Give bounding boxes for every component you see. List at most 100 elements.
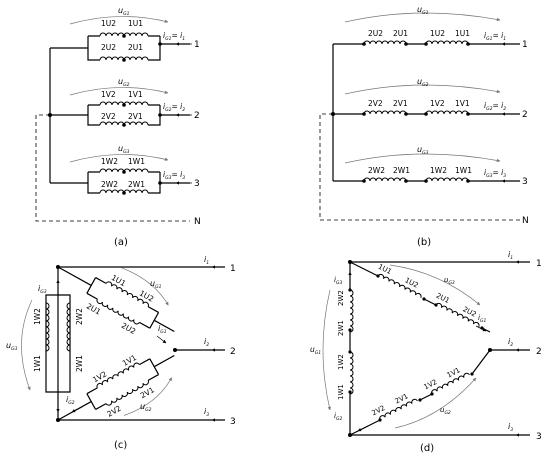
current-label: iG2= i2	[163, 102, 185, 113]
inductor-coil	[123, 56, 149, 61]
winding-label: 1V1	[121, 353, 138, 368]
inductor-coil	[349, 351, 354, 395]
winding-label: 1V2	[430, 99, 445, 108]
junction-dot	[158, 42, 162, 46]
phase-current-label: iG2	[334, 412, 342, 422]
voltage-arrow	[123, 377, 172, 416]
junction-dot	[376, 274, 380, 278]
winding-label: 1W2	[33, 308, 42, 325]
phase-current-arrow	[156, 335, 167, 344]
junction-dot	[378, 418, 382, 422]
panel-b: uG1 2U2 2U1 1U2 1U1 iG1= i1 1 uG2 2V2 2V…	[319, 5, 529, 248]
junction-dot	[348, 328, 352, 332]
junction-dot	[158, 181, 162, 185]
junction-dot	[122, 191, 126, 195]
winding-label: 1U2	[138, 288, 156, 303]
current-label: iG2= i2	[484, 101, 506, 112]
voltage-arrow	[322, 289, 331, 411]
terminal-label: 3	[522, 177, 528, 187]
terminal-label: 1	[230, 264, 236, 274]
phase-current-label: iG3	[334, 276, 342, 286]
inductor-coil	[99, 168, 125, 173]
winding-label: 2V2	[101, 112, 116, 121]
voltage-label: uG2	[440, 406, 451, 416]
panel-a: uG1 1U2 1U1 2U2 2U1 iG1= i1 1 uG2 1V2 1V…	[35, 6, 201, 248]
winding-label: 2V2	[106, 404, 123, 419]
inductor-coil	[99, 121, 125, 126]
panel-a-phase-2: uG2 1V2 1V1 2V2 2V1 iG2= i2 2	[50, 77, 200, 127]
winding-label: 2W2	[75, 308, 84, 325]
winding-wires	[87, 171, 190, 194]
panel-d-caption: (d)	[420, 443, 434, 454]
winding-label: 2W1	[337, 320, 345, 336]
winding-wires	[87, 104, 190, 126]
panel-b-phase-2: uG2 2V2 2V1 1V2 1V1 iG2= i2 2	[333, 77, 528, 120]
winding-label: 1V1	[455, 99, 470, 108]
junction-dot	[404, 42, 408, 46]
node-dot	[488, 348, 492, 352]
current-label: iG3= i3	[484, 168, 506, 179]
current-label: iG1= i1	[163, 31, 185, 42]
winding-label: 2U1	[393, 29, 408, 38]
inductor-coil	[66, 302, 71, 352]
junction-dot	[122, 103, 126, 107]
inductor-coil	[105, 380, 149, 406]
node-dot	[348, 433, 352, 437]
junction-dot	[418, 398, 422, 402]
panel-a-phase-1: uG1 1U2 1U1 2U2 2U1 iG1= i1 1	[50, 6, 200, 62]
winding-label: 1U2	[101, 19, 116, 28]
junction-dot	[404, 179, 408, 183]
voltage-label: uG3	[6, 341, 18, 352]
junction-dot	[122, 123, 126, 127]
panel-a-caption: (a)	[114, 237, 128, 248]
winding-label: 2U2	[368, 29, 383, 38]
line-current-label: i2	[508, 337, 513, 348]
junction-dot	[362, 179, 366, 183]
terminal-label: 2	[522, 110, 528, 120]
inductor-coil	[123, 189, 149, 194]
neutral-wire	[35, 114, 190, 222]
neutral-label: N	[522, 216, 529, 226]
junction-dot	[422, 297, 426, 301]
junction-dot	[122, 170, 126, 174]
junction-dot	[466, 42, 470, 46]
phase-current-label: iG3	[38, 284, 47, 295]
line-current-label: i3	[204, 407, 209, 418]
panel-d: i1 i2 i3 1 2 3 2W2 2W1 1W2 1W1 uG1 iG3 1…	[310, 250, 542, 454]
voltage-arrow	[394, 377, 477, 429]
inductor-coil	[96, 298, 140, 325]
neutral-label: N	[194, 217, 201, 227]
junction-dot	[430, 392, 434, 396]
panel-c: i1 i2 i3 1 2 3 1W2 1W1 2W2 2W1 iG3 uG3 1…	[6, 255, 236, 451]
voltage-arrow	[69, 16, 169, 25]
line-current-label: i1	[508, 250, 513, 261]
inductor-coil	[363, 40, 407, 45]
panel-c-caption: (c)	[114, 440, 127, 451]
voltage-label: uG2	[140, 402, 152, 413]
terminal-label: 2	[230, 347, 236, 357]
junction-dot	[122, 58, 126, 62]
junction-dot	[466, 179, 470, 183]
current-label: iG3= i3	[163, 170, 185, 181]
inductor-coil	[105, 281, 149, 307]
winding-label: 2U2	[101, 43, 116, 52]
panel-b-caption: (b)	[417, 237, 431, 248]
junction-dot	[158, 113, 162, 117]
inductor-coil	[96, 362, 140, 389]
winding-label: 1W1	[128, 157, 145, 166]
top-diag-wires	[349, 261, 491, 333]
voltage-label: uG2	[118, 77, 130, 88]
inductor-coil	[99, 189, 125, 194]
junction-dot	[122, 34, 126, 38]
winding-label: 2W2	[101, 180, 118, 189]
inductor-coil	[425, 40, 469, 45]
inductor-coil	[123, 121, 149, 126]
junction-dot	[348, 390, 352, 394]
winding-label: 1W2	[101, 157, 118, 166]
voltage-arrow	[69, 87, 169, 96]
voltage-arrow	[69, 154, 169, 163]
winding-label: 2V1	[393, 99, 408, 108]
winding-wires	[87, 35, 190, 61]
winding-label: 2W2	[337, 290, 345, 306]
junction-dot	[466, 112, 470, 116]
